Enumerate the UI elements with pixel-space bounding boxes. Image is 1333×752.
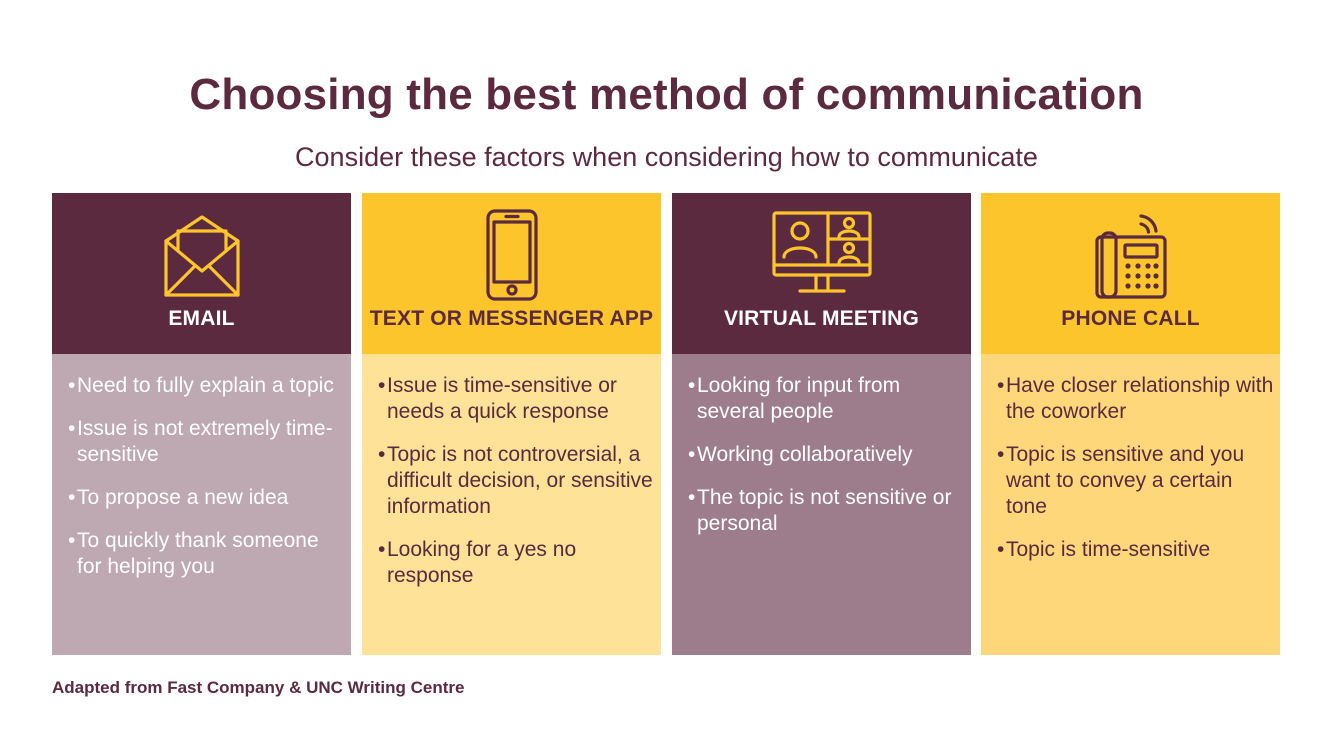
list-item: •Looking for a yes no response [378, 538, 577, 587]
list-item: •Need to fully explain a topic [68, 374, 334, 397]
smartphone-icon [362, 209, 661, 301]
list-item: •Looking for input from several people [688, 374, 901, 423]
list-item: •Topic is sensitive and you want to conv… [997, 443, 1245, 518]
card-virtual-body: •Looking for input from several people •… [672, 354, 971, 655]
list-item: •Issue is time-sensitive or needs a quic… [378, 374, 617, 423]
list-item: •To propose a new idea [68, 486, 289, 509]
card-text-label: TEXT OR MESSENGER APP [369, 307, 654, 330]
page-title: Choosing the best method of communicatio… [189, 70, 1144, 119]
list-item: •To quickly thank someone for helping yo… [68, 529, 319, 578]
list-item: •Issue is not extremely time-sensitive [68, 417, 333, 466]
card-virtual-meeting: VIRTUAL MEETING •Looking for input from … [672, 193, 971, 655]
list-item: •Topic is time-sensitive [997, 538, 1211, 561]
card-virtual-label: VIRTUAL MEETING [723, 307, 920, 330]
envelope-icon [52, 209, 351, 301]
card-email-label: EMAIL [168, 307, 235, 330]
list-item: •Working collaboratively [688, 443, 913, 466]
desk-phone-icon [981, 209, 1280, 301]
card-virtual-header: VIRTUAL MEETING [672, 193, 971, 354]
list-item: •Have closer relationship with the cowor… [997, 374, 1274, 423]
card-email-body: •Need to fully explain a topic •Issue is… [52, 354, 351, 655]
card-text-header: TEXT OR MESSENGER APP [362, 193, 661, 354]
list-item: •The topic is not sensitive or personal [688, 486, 952, 535]
card-phone-header: PHONE CALL [981, 193, 1280, 354]
card-phone-label: PHONE CALL [1061, 307, 1200, 330]
card-phone-body: •Have closer relationship with the cowor… [981, 354, 1280, 655]
video-conference-icon [672, 209, 971, 301]
list-item: •Topic is not controversial, a difficult… [378, 443, 653, 518]
card-text-body: •Issue is time-sensitive or needs a quic… [362, 354, 661, 655]
card-phone-call: PHONE CALL •Have closer relationship wit… [981, 193, 1280, 655]
page-subtitle: Consider these factors when considering … [295, 142, 1038, 172]
source-footnote: Adapted from Fast Company & UNC Writing … [52, 678, 465, 697]
card-text-messenger: TEXT OR MESSENGER APP •Issue is time-sen… [362, 193, 661, 655]
card-email: EMAIL •Need to fully explain a topic •Is… [52, 193, 351, 655]
card-email-header: EMAIL [52, 193, 351, 354]
